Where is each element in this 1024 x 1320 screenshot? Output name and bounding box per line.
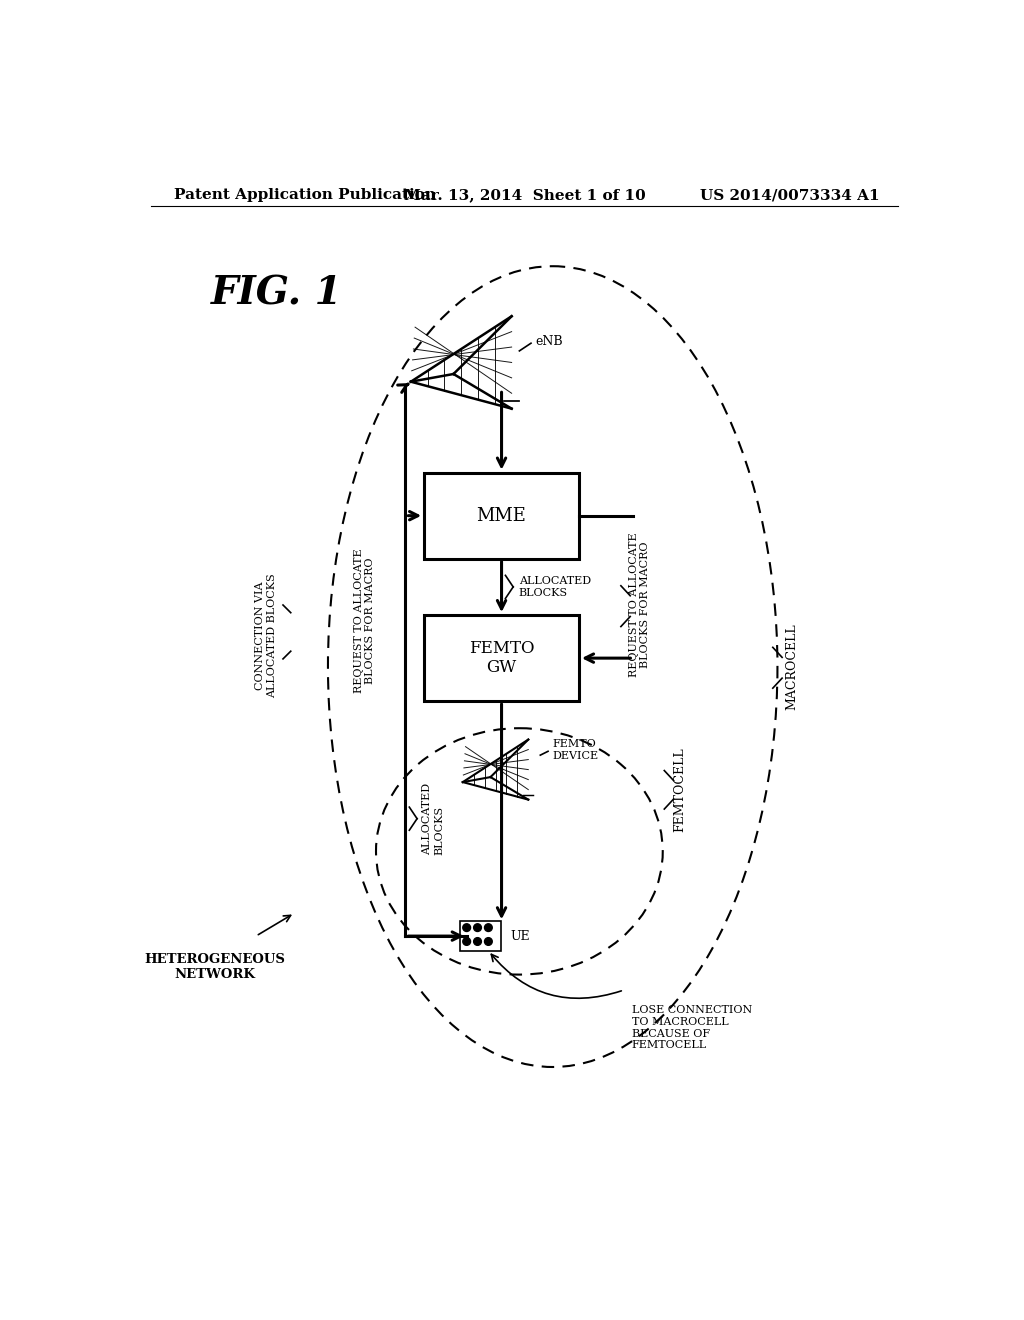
- Bar: [424, 615, 579, 701]
- Text: CONNECTION VIA
ALLOCATED BLOCKS: CONNECTION VIA ALLOCATED BLOCKS: [255, 573, 276, 698]
- Bar: [461, 921, 501, 950]
- Circle shape: [474, 937, 481, 945]
- Text: FEMTOCELL: FEMTOCELL: [674, 747, 686, 832]
- Circle shape: [463, 937, 471, 945]
- Text: Patent Application Publication: Patent Application Publication: [174, 189, 436, 202]
- Text: HETEROGENEOUS
NETWORK: HETEROGENEOUS NETWORK: [144, 953, 286, 981]
- Text: REQUEST TO ALLOCATE
BLOCKS FOR MACRO: REQUEST TO ALLOCATE BLOCKS FOR MACRO: [353, 548, 375, 693]
- Text: REQUEST TO ALLOCATE
BLOCKS FOR MACRO: REQUEST TO ALLOCATE BLOCKS FOR MACRO: [629, 533, 650, 677]
- Text: FEMTO
DEVICE: FEMTO DEVICE: [552, 739, 598, 760]
- Circle shape: [484, 937, 493, 945]
- Text: UE: UE: [510, 929, 529, 942]
- Text: Mar. 13, 2014  Sheet 1 of 10: Mar. 13, 2014 Sheet 1 of 10: [403, 189, 646, 202]
- Text: LOSE CONNECTION
TO MACROCELL
BECAUSE OF
FEMTOCELL: LOSE CONNECTION TO MACROCELL BECAUSE OF …: [632, 1006, 752, 1051]
- Text: ALLOCATED
BLOCKS: ALLOCATED BLOCKS: [518, 576, 591, 598]
- Text: US 2014/0073334 A1: US 2014/0073334 A1: [700, 189, 880, 202]
- Text: eNB: eNB: [535, 335, 562, 348]
- Text: FIG. 1: FIG. 1: [211, 275, 343, 312]
- Circle shape: [484, 924, 493, 932]
- Circle shape: [463, 924, 471, 932]
- Circle shape: [474, 924, 481, 932]
- Text: FEMTO
GW: FEMTO GW: [469, 640, 535, 676]
- Text: ALLOCATED
BLOCKS: ALLOCATED BLOCKS: [423, 783, 444, 855]
- Bar: [424, 473, 579, 558]
- Text: MACROCELL: MACROCELL: [785, 623, 798, 710]
- Text: MME: MME: [476, 507, 526, 524]
